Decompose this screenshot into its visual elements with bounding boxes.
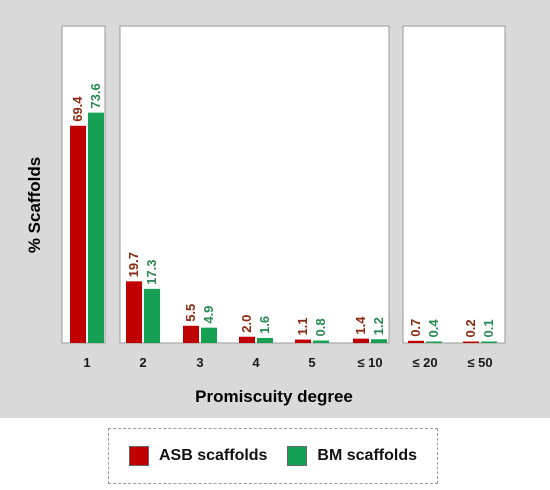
bar-asb-1 xyxy=(70,125,86,343)
data-label-bm-2: 17.3 xyxy=(144,260,159,285)
data-label-bm-8: 0.1 xyxy=(481,319,496,337)
legend-label-bm: BM scaffolds xyxy=(317,447,417,464)
x-axis-title: Promiscuity degree xyxy=(195,387,353,406)
legend-swatch-asb xyxy=(128,446,149,466)
bar-asb-6 xyxy=(353,338,369,343)
data-label-asb-7: 0.7 xyxy=(408,319,423,337)
legend-swatch-bm xyxy=(287,446,308,466)
bar-asb-5 xyxy=(295,339,311,343)
bar-bm-2 xyxy=(144,288,160,343)
data-label-asb-3: 5.5 xyxy=(183,304,198,322)
bar-bm-1 xyxy=(88,112,104,343)
data-label-bm-7: 0.4 xyxy=(426,319,441,338)
legend: ASB scaffolds BM scaffolds xyxy=(108,428,438,484)
legend-label-asb: ASB scaffolds xyxy=(158,447,268,464)
bar-asb-8 xyxy=(463,341,479,343)
x-tick-label: 1 xyxy=(83,355,90,370)
data-label-bm-6: 1.2 xyxy=(371,317,386,335)
bar-asb-4 xyxy=(239,336,255,343)
data-label-asb-8: 0.2 xyxy=(463,319,478,337)
legend-item-bm: BM scaffolds xyxy=(287,446,417,466)
bar-bm-4 xyxy=(257,337,273,343)
data-label-asb-6: 1.4 xyxy=(353,316,368,335)
x-tick-label: 4 xyxy=(252,355,260,370)
data-label-asb-1: 69.4 xyxy=(70,96,85,122)
y-axis-title: % Scaffolds xyxy=(25,157,44,253)
data-label-asb-5: 1.1 xyxy=(295,317,310,335)
bar-bm-8 xyxy=(481,341,497,343)
panel-3 xyxy=(402,25,506,344)
bar-bm-7 xyxy=(426,341,442,343)
bar-asb-2 xyxy=(126,281,142,343)
data-label-asb-4: 2.0 xyxy=(239,315,254,333)
data-label-bm-1: 73.6 xyxy=(88,83,103,108)
bar-asb-7 xyxy=(408,340,424,343)
bar-bm-5 xyxy=(313,340,329,343)
x-tick-label: ≤ 10 xyxy=(357,355,382,370)
panel-2 xyxy=(119,25,390,344)
x-tick-label: ≤ 50 xyxy=(467,355,492,370)
x-tick-label: 3 xyxy=(196,355,203,370)
legend-item-asb: ASB scaffolds xyxy=(128,446,268,466)
data-label-bm-3: 4.9 xyxy=(201,306,216,324)
x-tick-label: 5 xyxy=(308,355,315,370)
bar-bm-6 xyxy=(371,339,387,343)
x-tick-label: ≤ 20 xyxy=(412,355,437,370)
x-tick-label: 2 xyxy=(139,355,146,370)
data-label-asb-2: 19.7 xyxy=(126,252,141,277)
data-label-bm-4: 1.6 xyxy=(257,316,272,334)
data-label-bm-5: 0.8 xyxy=(313,318,328,336)
bar-bm-3 xyxy=(201,327,217,343)
bar-asb-3 xyxy=(183,325,199,343)
